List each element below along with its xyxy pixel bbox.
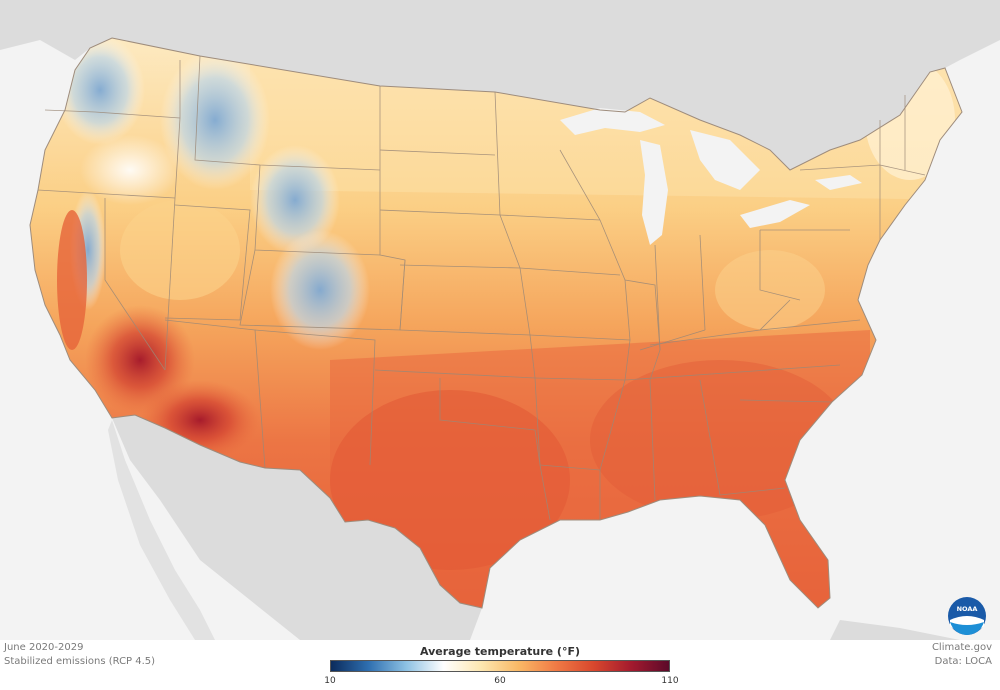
mexico-landmass <box>112 415 482 640</box>
us-outline <box>29 37 963 609</box>
cool-zone-colorado <box>270 230 370 350</box>
lake-erie <box>740 200 810 228</box>
lake-michigan <box>640 140 668 245</box>
legend-title: Average temperature (°F) <box>420 645 580 658</box>
legend-tick-mid: 60 <box>494 676 506 686</box>
cuba-landmass <box>830 620 960 640</box>
cool-zone-idaho <box>160 50 270 190</box>
mild-zone-appalachia <box>715 250 825 330</box>
cool-zone-wyoming <box>250 145 340 255</box>
lake-superior <box>560 108 665 135</box>
hot-zone-texas <box>330 390 570 570</box>
legend-color-bar <box>330 660 670 672</box>
mild-zone-great-basin <box>120 200 240 300</box>
time-period-label: June 2020-2029 <box>4 642 84 653</box>
legend-tick-max: 110 <box>661 676 679 686</box>
lake-huron <box>690 130 760 190</box>
baja-peninsula <box>108 420 215 640</box>
noaa-logo: NOAA <box>948 597 986 635</box>
state-borders <box>37 55 926 521</box>
canada-landmass <box>0 0 1000 170</box>
lake-ontario <box>815 175 862 190</box>
warm-zone-central-valley <box>57 210 87 350</box>
noaa-logo-text: NOAA <box>957 605 978 613</box>
cool-zone-oregon <box>80 135 180 205</box>
scenario-label: Stabilized emissions (RCP 4.5) <box>4 656 156 667</box>
legend-tick-min: 10 <box>324 676 336 686</box>
data-source-label: Data: LOCA <box>934 656 992 667</box>
temperature-map: NOAA <box>0 0 1000 640</box>
credit-label: Climate.gov <box>931 642 992 653</box>
